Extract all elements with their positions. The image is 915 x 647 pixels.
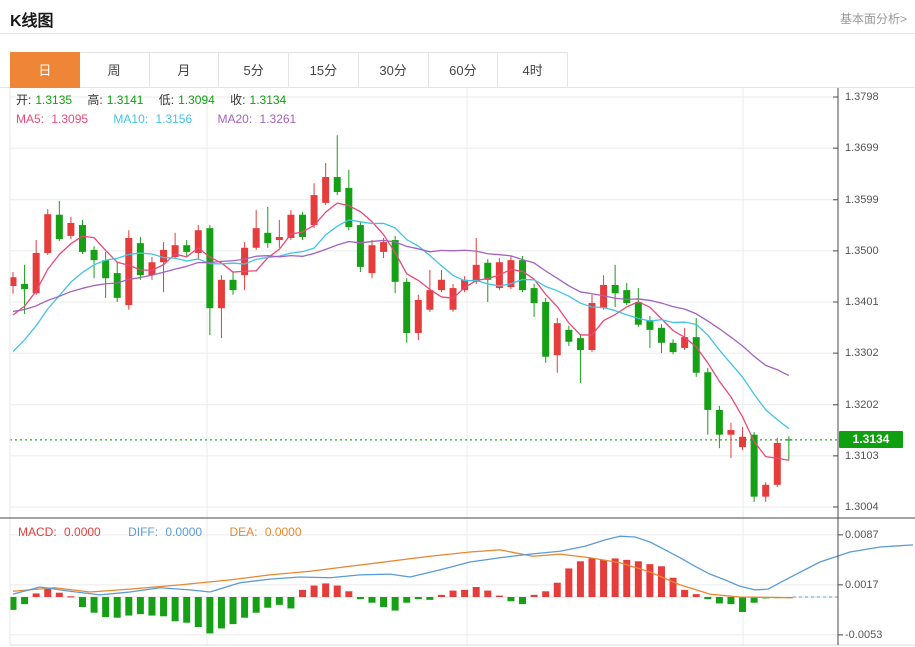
- price-axis-label: 1.3401: [845, 296, 879, 308]
- macd-axis-label: -0.0053: [845, 628, 883, 641]
- ohlc-legend: 开: 1.3135 高: 1.3141 低: 1.3094 收: 1.3134: [16, 91, 290, 108]
- high-label: 高:: [87, 93, 103, 107]
- tab-60min[interactable]: 60分: [428, 52, 499, 88]
- tab-month[interactable]: 月: [149, 52, 220, 88]
- price-axis-label: 1.3103: [845, 449, 879, 462]
- ma5-label: MA5: 1.3095: [16, 112, 89, 126]
- tab-15min[interactable]: 15分: [289, 52, 359, 88]
- current-price-badge: 1.3134: [839, 430, 903, 448]
- kline-chart-svg: [0, 88, 915, 646]
- close-value: 1.3134: [249, 93, 287, 107]
- tab-week[interactable]: 周: [79, 52, 150, 88]
- price-axis-label: 1.3302: [845, 347, 879, 360]
- close-label: 收:: [230, 93, 246, 107]
- price-axis-label: 1.3202: [845, 398, 879, 411]
- page-title: K线图: [10, 13, 54, 30]
- price-axis-label: 1.3599: [845, 193, 879, 206]
- macd-axis-label: 0.0087: [845, 528, 879, 541]
- period-tabbar: 日周月 5分 15分 30分 60分 4时: [0, 52, 915, 88]
- price-axis-label: 1.3004: [845, 501, 879, 513]
- diff-value-label: DIFF: 0.0000: [128, 525, 203, 539]
- tab-5min[interactable]: 5分: [219, 52, 289, 88]
- price-axis-label: 1.3798: [845, 91, 879, 103]
- tab-4hour[interactable]: 4时: [498, 52, 568, 88]
- price-axis-label: 1.3699: [845, 142, 879, 155]
- macd-legend: MACD: 0.0000 DIFF: 0.0000 DEA: 0.0000: [18, 525, 310, 539]
- macd-axis-label: 0.0017: [845, 578, 879, 591]
- ma-legend: MA5: 1.3095 MA10: 1.3156 MA20: 1.3261: [16, 112, 304, 126]
- low-value: 1.3094: [178, 93, 215, 107]
- ma10-label: MA10: 1.3156: [113, 112, 193, 126]
- tab-day[interactable]: 日: [10, 52, 80, 88]
- macd-value-label: MACD: 0.0000: [18, 525, 101, 539]
- chart-area: 开: 1.3135 高: 1.3141 低: 1.3094 收: 1.3134 MA5:…: [0, 88, 915, 647]
- high-value: 1.3141: [106, 93, 144, 107]
- fundamental-analysis-link[interactable]: 基本面分析>: [839, 12, 907, 26]
- open-value: 1.3135: [35, 93, 73, 107]
- dea-value-label: DEA: 0.0000: [229, 525, 302, 539]
- price-axis-label: 1.3500: [845, 244, 879, 257]
- low-label: 低:: [158, 93, 175, 107]
- open-label: 开:: [16, 93, 32, 107]
- ma20-label: MA20: 1.3261: [217, 112, 297, 126]
- tab-30min[interactable]: 30分: [358, 52, 429, 88]
- header-divider: [0, 33, 915, 34]
